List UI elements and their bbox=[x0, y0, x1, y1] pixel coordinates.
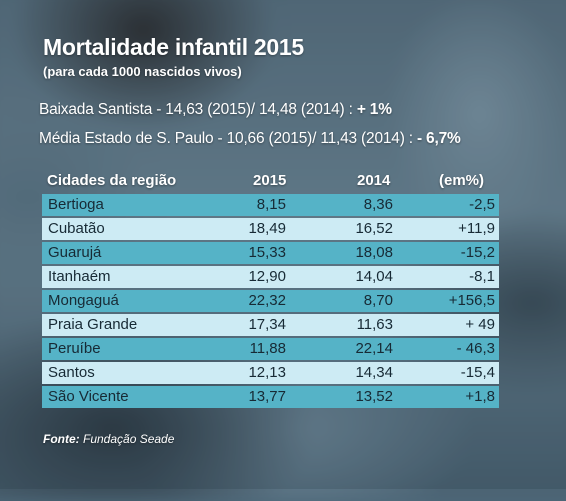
chart-subtitle: (para cada 1000 nascidos vivos) bbox=[43, 64, 242, 79]
table-row: Itanhaém 12,90 14,04 -8,1 bbox=[42, 266, 499, 288]
table-row: São Vicente 13,77 13,52 +1,8 bbox=[42, 386, 499, 408]
cell-2014: 14,04 bbox=[355, 268, 393, 285]
summary-baixada-santista: Baixada Santista - 14,63 (2015)/ 14,48 (… bbox=[39, 101, 392, 119]
cell-2015: 8,15 bbox=[256, 196, 286, 213]
column-header-percent: (em%) bbox=[439, 172, 485, 189]
cell-2014: 22,14 bbox=[355, 340, 393, 357]
cell-2014: 14,34 bbox=[355, 364, 393, 381]
cell-2014: 18,08 bbox=[355, 244, 393, 261]
cell-percent: -15,4 bbox=[460, 364, 495, 381]
cell-percent: + 49 bbox=[465, 316, 495, 333]
cell-2015: 13,77 bbox=[248, 388, 286, 405]
cell-percent: -15,2 bbox=[460, 244, 495, 261]
cell-city: Mongaguá bbox=[48, 292, 119, 309]
source-name: Fundação Seade bbox=[83, 432, 175, 446]
cell-city: Praia Grande bbox=[48, 316, 138, 333]
table-row: Santos 12,13 14,34 -15,4 bbox=[42, 362, 499, 384]
summary-change: + 1% bbox=[356, 101, 392, 118]
cell-2014: 16,52 bbox=[355, 220, 393, 237]
cell-percent: +156,5 bbox=[448, 292, 495, 309]
cell-2015: 18,49 bbox=[248, 220, 286, 237]
cell-2015: 11,88 bbox=[249, 340, 286, 357]
column-header-2014: 2014 bbox=[357, 172, 391, 189]
cell-percent: -8,1 bbox=[469, 268, 495, 285]
cell-2014: 13,52 bbox=[355, 388, 393, 405]
cell-city: Itanhaém bbox=[48, 268, 111, 285]
summary-label: Média Estado de S. Paulo - 10,66 (2015)/… bbox=[39, 130, 417, 147]
table-row: Guarujá 15,33 18,08 -15,2 bbox=[42, 242, 499, 264]
cell-city: Cubatão bbox=[48, 220, 105, 237]
cell-percent: -2,5 bbox=[469, 196, 495, 213]
column-header-2015: 2015 bbox=[253, 172, 287, 189]
chart-title: Mortalidade infantil 2015 bbox=[43, 34, 304, 60]
cell-2015: 22,32 bbox=[248, 292, 286, 309]
summary-change: - 6,7% bbox=[416, 130, 461, 147]
summary-label: Baixada Santista - 14,63 (2015)/ 14,48 (… bbox=[39, 101, 357, 118]
cell-2015: 17,34 bbox=[248, 316, 286, 333]
table-row: Peruíbe 11,88 22,14 - 46,3 bbox=[42, 338, 499, 360]
cell-2015: 15,33 bbox=[248, 244, 286, 261]
cell-2014: 8,70 bbox=[363, 292, 393, 309]
column-header-city: Cidades da região bbox=[47, 172, 177, 189]
cell-city: Bertioga bbox=[48, 196, 104, 213]
data-table: Bertioga 8,15 8,36 -2,5 Cubatão 18,49 16,52 +11… bbox=[42, 194, 499, 410]
cell-city: Peruíbe bbox=[48, 340, 101, 357]
cell-2014: 11,63 bbox=[356, 316, 393, 333]
cell-2015: 12,13 bbox=[248, 364, 286, 381]
cell-city: Santos bbox=[48, 364, 95, 381]
cell-2015: 12,90 bbox=[248, 268, 286, 285]
cell-city: São Vicente bbox=[48, 388, 129, 405]
summary-estado-sp: Média Estado de S. Paulo - 10,66 (2015)/… bbox=[39, 130, 461, 148]
source-note: Fonte: Fundação Seade bbox=[43, 432, 174, 446]
cell-2014: 8,36 bbox=[363, 196, 393, 213]
table-row: Cubatão 18,49 16,52 +11,9 bbox=[42, 218, 499, 240]
cell-city: Guarujá bbox=[48, 244, 102, 261]
table-row: Mongaguá 22,32 8,70 +156,5 bbox=[42, 290, 499, 312]
source-label: Fonte: bbox=[43, 432, 80, 446]
table-row: Praia Grande 17,34 11,63 + 49 bbox=[42, 314, 499, 336]
cell-percent: +11,9 bbox=[458, 220, 495, 237]
cell-percent: - 46,3 bbox=[456, 340, 495, 357]
cell-percent: +1,8 bbox=[465, 388, 495, 405]
table-row: Bertioga 8,15 8,36 -2,5 bbox=[42, 194, 499, 216]
table-header: Cidades da região 2015 2014 (em%) bbox=[0, 172, 566, 192]
